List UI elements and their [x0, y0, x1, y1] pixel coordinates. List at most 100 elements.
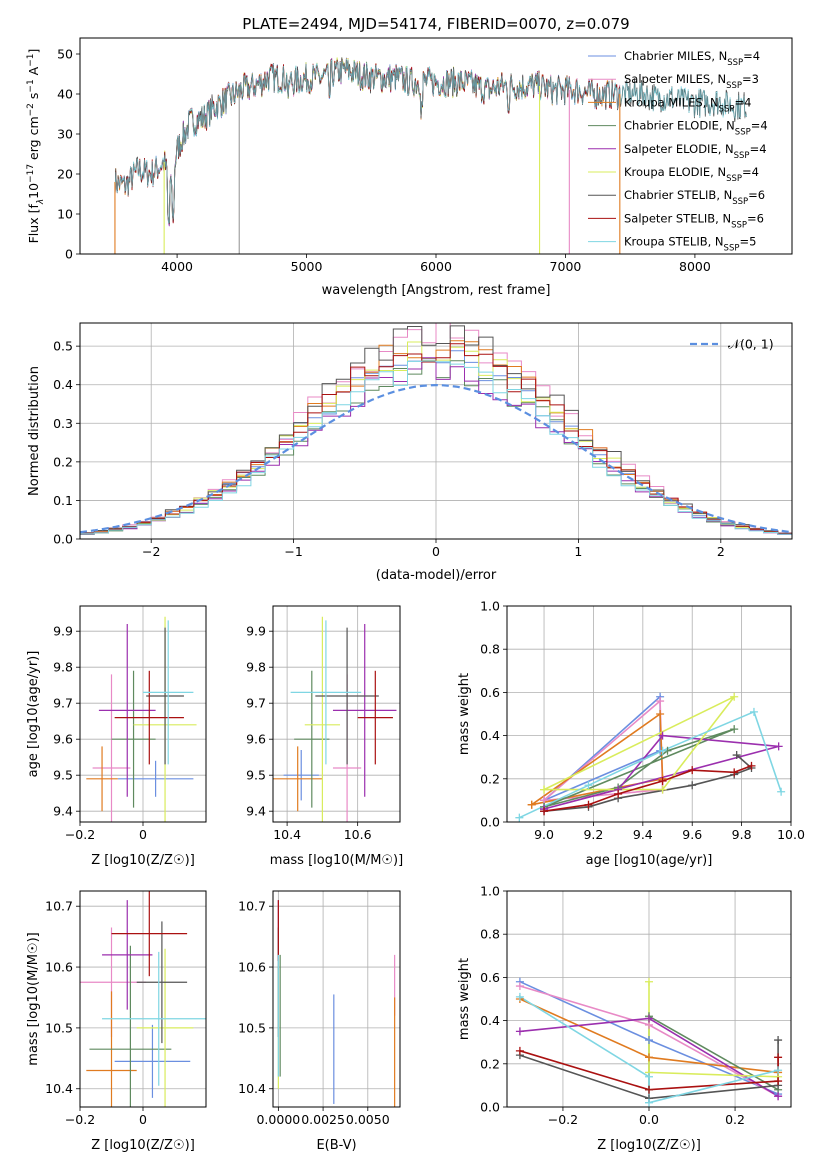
legend-entry-subscript: SSP — [735, 128, 751, 138]
y-axis-label-part: s — [26, 93, 41, 104]
x-axis-label: E(B-V) — [316, 1138, 356, 1153]
legend-entry-label: Kroupa ELODIE, N — [624, 165, 726, 179]
y-tick-label: 0.2 — [480, 771, 500, 786]
x-tick-label: 10.0 — [777, 827, 805, 842]
y-tick-label: 0.4 — [480, 1013, 500, 1028]
y-axis-label-part: −1 — [26, 79, 36, 92]
legend-entry-label: Chabrier ELODIE, N — [624, 119, 735, 133]
series-line-kroupa-miles — [531, 712, 664, 806]
legend-entry-value: =4 — [734, 95, 751, 109]
data-point-marker — [774, 1036, 783, 1045]
y-tick-label: 10.7 — [238, 899, 266, 914]
legend: Chabrier MILES, NSSP=4 Salpeter MILES, NS… — [588, 49, 768, 254]
plot-area — [80, 323, 792, 535]
panel-weight_vs_Z: −0.2 0.0 0.2 0.0 0.2 0.4 0.6 0.8 1.0 Z [log10(Z/Z… — [457, 884, 792, 1153]
legend-entry-value: =4 — [743, 49, 760, 63]
x-tick-label: −2 — [142, 544, 160, 559]
y-tick-label: 10.7 — [45, 899, 73, 914]
y-tick-label: 9.4 — [53, 804, 73, 819]
y-tick-label: 10.5 — [238, 1020, 266, 1035]
y-tick-label: 0.4 — [480, 728, 500, 743]
legend-entry-subscript: SSP — [726, 174, 742, 184]
legend-entry: Salpeter MILES, NSSP=3 — [624, 72, 759, 91]
legend-entry: Chabrier ELODIE, NSSP=4 — [624, 119, 768, 138]
y-axis-label-part: −17 — [26, 164, 36, 183]
x-tick-label: 9.4 — [633, 827, 653, 842]
y-tick-label: 9.7 — [53, 696, 73, 711]
y-tick-label: 10 — [57, 207, 73, 222]
data-point-marker — [656, 697, 665, 706]
data-point-marker — [645, 1014, 653, 1023]
y-tick-label: 0.0 — [480, 1100, 500, 1115]
y-tick-label: 0 — [65, 247, 73, 262]
y-axis-label-part: −1 — [26, 54, 36, 67]
y-tick-label: 9.7 — [246, 696, 266, 711]
data-point-marker — [774, 1077, 783, 1086]
legend-entry-value: =4 — [742, 165, 759, 179]
y-tick-label: 1.0 — [480, 599, 500, 614]
data-point-marker — [747, 761, 756, 770]
data-point-marker — [730, 692, 739, 701]
axes-frame — [272, 890, 401, 1108]
data-point-marker — [749, 707, 758, 716]
y-tick-label: 0.5 — [53, 339, 73, 354]
data-point-marker — [645, 1085, 653, 1094]
legend-entry-value: =5 — [739, 235, 756, 249]
data-point-marker — [584, 800, 593, 809]
x-tick-label: 0.0025 — [301, 1112, 345, 1127]
data-point-marker — [688, 766, 697, 775]
legend-entry: Salpeter ELODIE, NSSP=4 — [624, 142, 767, 161]
y-axis-label: mass [log10(M/M☉)] — [26, 932, 41, 1065]
y-tick-label: 9.4 — [246, 804, 266, 819]
x-axis-label: age [log10(age/yr)] — [586, 853, 713, 868]
x-tick-label: 0 — [139, 1112, 147, 1127]
y-tick-label: 0.8 — [480, 642, 500, 657]
x-tick-label: 10.4 — [273, 827, 301, 842]
x-tick-label: −1 — [284, 544, 302, 559]
y-axis-label-part: A — [26, 66, 41, 79]
normal-curve — [80, 383, 792, 534]
x-axis-label: mass [log10(M/M☉)] — [270, 853, 403, 868]
legend-entry: Kroupa STELIB, NSSP=5 — [624, 235, 756, 254]
y-tick-label: 9.9 — [246, 624, 266, 639]
histogram-kroupa-stelib — [80, 360, 792, 535]
legend-entry: Chabrier MILES, NSSP=4 — [624, 49, 760, 68]
x-tick-label: 10.6 — [344, 827, 372, 842]
x-tick-label: 0.0 — [639, 1112, 659, 1127]
x-tick-label: 0.0000 — [256, 1112, 300, 1127]
legend-entry-label: Chabrier STELIB, N — [624, 188, 732, 202]
y-tick-label: 9.8 — [246, 660, 266, 675]
data-point-marker — [656, 710, 665, 718]
data-point-marker — [515, 813, 524, 822]
y-tick-label: 9.5 — [53, 768, 73, 783]
legend-entry-label: Salpeter ELODIE, N — [624, 142, 734, 156]
legend-entry-label: Salpeter STELIB, N — [624, 211, 731, 225]
legend-entry-value: =6 — [748, 188, 765, 202]
y-tick-label: 10.6 — [45, 960, 73, 975]
y-tick-label: 9.6 — [246, 732, 266, 747]
observed-spectrum-line — [114, 59, 747, 225]
x-tick-label: −0.2 — [65, 827, 95, 842]
data-point-marker — [732, 751, 741, 760]
y-tick-label: 9.9 — [53, 624, 73, 639]
panel-mass_vs_ebv: 0.0000 0.0025 0.0050 10.4 10.5 10.6 10.7 E(B-V) — [238, 890, 401, 1153]
x-tick-label: 0.0050 — [346, 1112, 390, 1127]
data-point-marker — [688, 781, 697, 790]
data-point-marker — [730, 768, 739, 777]
panel-mass_vs_Z: −0.2 0 10.4 10.5 10.6 10.7 Z [log10(Z/Z☉)] mass… — [26, 890, 207, 1153]
y-tick-label: 40 — [57, 87, 73, 102]
spectrum-line-salpeter-elodie — [164, 57, 540, 227]
spectrum-line-chabrier-elodie — [164, 60, 540, 225]
x-tick-label: 9.0 — [534, 827, 554, 842]
data-point-marker — [730, 725, 739, 734]
y-axis-label: Flux [fλ10−17 erg cm−2 s−1 A−1] — [26, 49, 46, 244]
y-tick-label: 0.2 — [480, 1056, 500, 1071]
y-tick-label: 0.3 — [53, 416, 73, 431]
y-tick-label: 0.8 — [480, 927, 500, 942]
x-tick-label: 0.2 — [725, 1112, 745, 1127]
series-line-chabrier-stelib — [543, 754, 754, 812]
legend-entry-subscript: SSP — [727, 58, 743, 68]
legend-entry-value: =3 — [742, 72, 759, 86]
y-axis-label-part: erg cm — [26, 116, 41, 164]
